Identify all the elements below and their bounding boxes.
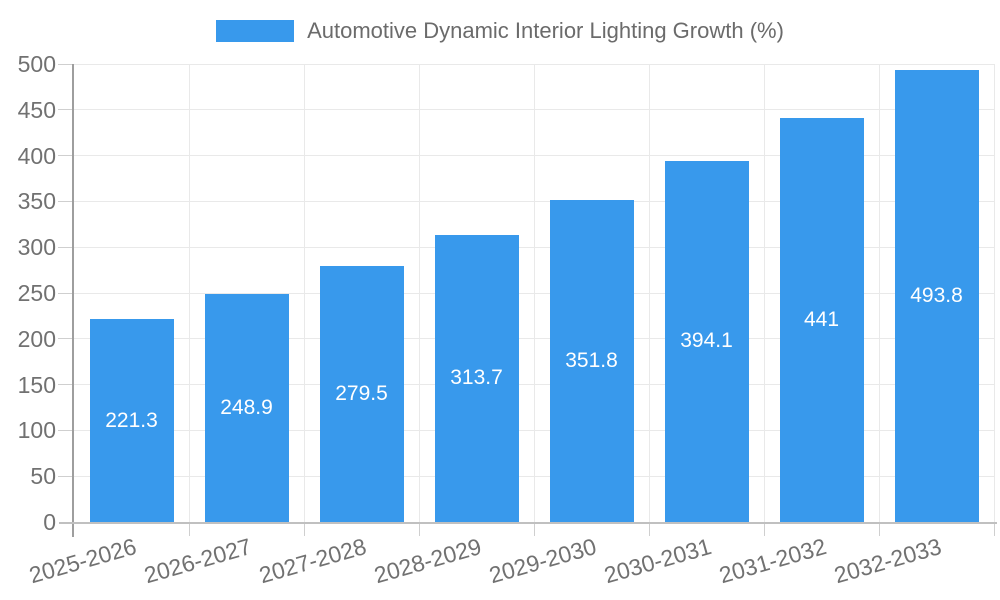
grid-line-vertical xyxy=(418,64,420,522)
x-axis-tick xyxy=(993,522,995,536)
legend-label: Automotive Dynamic Interior Lighting Gro… xyxy=(307,18,784,43)
grid-line-vertical xyxy=(993,64,995,522)
x-axis-tick xyxy=(763,522,765,536)
y-axis-label: 150 xyxy=(17,371,56,398)
x-axis-tick xyxy=(418,522,420,536)
x-axis-tick xyxy=(878,522,880,536)
y-axis-label: 300 xyxy=(17,234,56,261)
bar: 441 xyxy=(779,118,864,522)
x-axis-tick xyxy=(648,522,650,536)
bar: 394.1 xyxy=(664,161,749,522)
y-axis-label: 0 xyxy=(43,509,56,535)
y-axis-label: 200 xyxy=(17,325,56,352)
bar: 493.8 xyxy=(894,69,979,522)
y-axis-label: 450 xyxy=(17,96,56,123)
y-axis-tick xyxy=(58,338,74,340)
y-axis-tick xyxy=(58,63,74,65)
bar: 248.9 xyxy=(204,294,289,522)
x-axis-line xyxy=(59,522,997,524)
y-axis-label: 350 xyxy=(17,188,56,215)
bar-value-label: 351.8 xyxy=(565,348,618,372)
bar-value-label: 248.9 xyxy=(220,395,273,419)
grid-line-vertical xyxy=(188,64,190,522)
y-axis-tick xyxy=(58,155,74,157)
y-axis-tick xyxy=(58,246,74,248)
bar-value-label: 441 xyxy=(803,308,840,331)
y-axis-label: 50 xyxy=(30,463,56,490)
y-axis-label: 250 xyxy=(17,280,56,306)
legend-swatch xyxy=(216,20,295,42)
legend[interactable]: Automotive Dynamic Interior Lighting Gro… xyxy=(0,16,1000,46)
bar-value-label: 493.8 xyxy=(910,283,963,307)
bar: 221.3 xyxy=(89,319,174,522)
bar-value-label: 394.1 xyxy=(680,329,733,353)
y-axis-tick xyxy=(58,429,74,431)
y-axis-tick xyxy=(58,475,74,477)
grid-line-vertical xyxy=(303,64,305,522)
bar-value-label: 313.7 xyxy=(450,366,503,390)
bar-value-label: 221.3 xyxy=(105,408,158,432)
y-axis-label: 400 xyxy=(17,142,56,169)
bar: 279.5 xyxy=(319,265,404,522)
x-axis-tick xyxy=(303,522,305,536)
bar-value-label: 279.5 xyxy=(335,381,388,405)
y-axis-label: 500 xyxy=(17,51,56,77)
y-axis-tick xyxy=(58,292,74,294)
y-axis-line xyxy=(72,64,74,537)
y-axis-label: 100 xyxy=(17,417,56,444)
y-axis-tick xyxy=(58,384,74,386)
grid-line-vertical xyxy=(878,64,880,522)
x-axis-tick xyxy=(533,522,535,536)
bar: 351.8 xyxy=(549,199,634,522)
grid-line-vertical xyxy=(763,64,765,522)
y-axis-tick xyxy=(58,200,74,202)
y-axis-tick xyxy=(58,109,74,111)
grid-line-vertical xyxy=(648,64,650,522)
bar: 313.7 xyxy=(434,234,519,522)
x-axis-tick xyxy=(188,522,190,536)
grid-line-vertical xyxy=(533,64,535,522)
